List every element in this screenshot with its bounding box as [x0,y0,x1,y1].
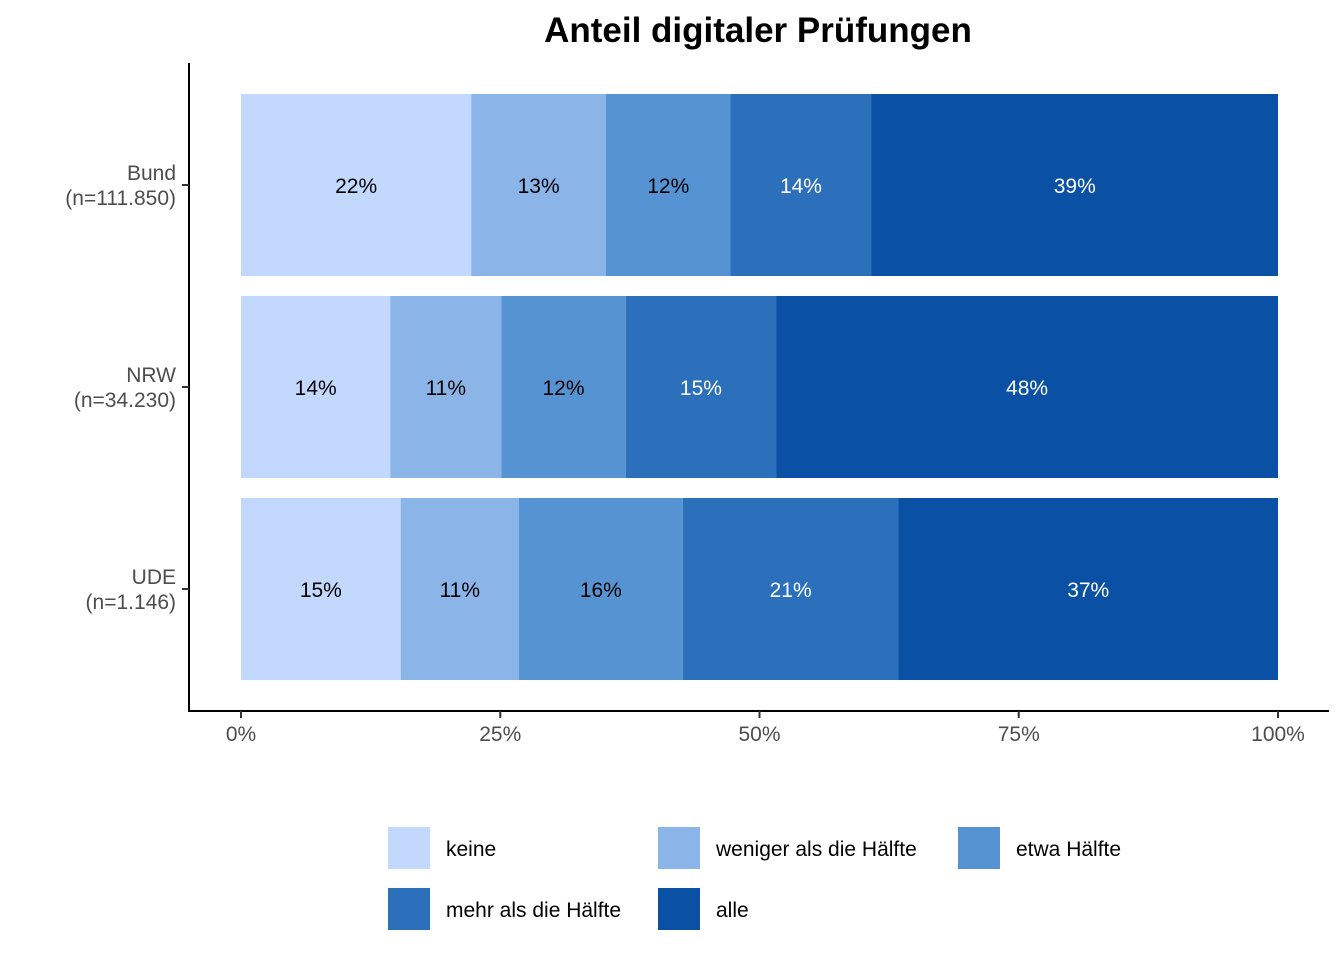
y-tick-label-bund: Bund (n=111.850) [65,162,176,210]
x-tick-label-0: 0% [226,723,256,746]
bar-nrw-keine [241,296,391,478]
data-label-ude-alle: 37% [1067,579,1109,602]
legend-label-etwa-haelfte: etwa Hälfte [1016,838,1121,861]
bar-bund-mehr-als-die-haelfte [730,94,872,276]
x-tick-label-25: 25% [479,723,521,746]
bars-layer [241,94,1278,680]
bar-nrw-weniger-als-die-haelfte [390,296,502,478]
bar-nrw-mehr-als-die-haelfte [625,296,777,478]
legend-item-etwa-haelfte: etwa Hälfte [958,827,1121,869]
y-axis-ticks: Bund (n=111.850) NRW (n=34.230) UDE (n=1.146) [65,162,189,614]
bar-ude-alle [898,498,1278,680]
data-label-bund-alle: 39% [1054,175,1096,198]
chart-title: Anteil digitaler Prüfungen [544,11,972,50]
legend-item-keine: keine [388,827,496,869]
bar-ude-keine [241,498,401,680]
legend-label-mehr-als-die-haelfte: mehr als die Hälfte [446,899,621,922]
data-label-bund-mehr-als-die-haelfte: 14% [780,175,822,198]
bar-ude-mehr-als-die-haelfte [682,498,899,680]
data-label-bund-weniger-als-die-haelfte: 13% [518,175,560,198]
data-label-nrw-alle: 48% [1006,377,1048,400]
bar-bund-weniger-als-die-haelfte [471,94,607,276]
data-label-ude-weniger-als-die-haelfte: 11% [440,579,480,602]
legend-key-alle [658,888,700,930]
data-label-ude-keine: 15% [300,579,342,602]
x-tick-label-75: 75% [998,723,1040,746]
legend-key-etwa-haelfte [958,827,1000,869]
legend-key-mehr-als-die-haelfte [388,888,430,930]
data-label-ude-mehr-als-die-haelfte: 21% [770,579,812,602]
bar-nrw-alle [776,296,1278,478]
y-tick-label-nrw: NRW (n=34.230) [74,364,176,412]
data-label-bund-etwa-haelfte: 12% [647,175,689,198]
legend-label-weniger-als-die-haelfte: weniger als die Hälfte [715,838,917,861]
legend-item-mehr-als-die-haelfte: mehr als die Hälfte [388,888,621,930]
bar-bund-alle [871,94,1278,276]
legend-item-weniger-als-die-haelfte: weniger als die Hälfte [658,827,917,869]
data-label-ude-etwa-haelfte: 16% [580,579,622,602]
legend-key-weniger-als-die-haelfte [658,827,700,869]
x-axis-ticks: 0% 25% 50% 75% 100% [226,711,1305,746]
bar-ude-weniger-als-die-haelfte [400,498,519,680]
data-label-nrw-weniger-als-die-haelfte: 11% [426,377,466,400]
bar-ude-etwa-haelfte [518,498,683,680]
bar-nrw-etwa-haelfte [501,296,626,478]
legend-label-alle: alle [716,899,749,922]
x-tick-label-50: 50% [738,723,780,746]
legend: keine weniger als die Hälfte etwa Hälfte me… [388,827,1121,930]
legend-key-keine [388,827,430,869]
data-label-nrw-etwa-haelfte: 12% [542,377,584,400]
legend-label-keine: keine [446,838,496,861]
data-label-nrw-mehr-als-die-haelfte: 15% [680,377,722,400]
data-label-bund-keine: 22% [335,175,377,198]
bar-bund-etwa-haelfte [606,94,731,276]
bar-bund-keine [241,94,472,276]
data-label-nrw-keine: 14% [295,377,337,400]
legend-item-alle: alle [658,888,749,930]
y-tick-label-ude: UDE (n=1.146) [86,566,176,614]
data-labels-layer: 22% 13% 12% 14% 39% 14% 11% 12% 15% 48% 15% 11% 16% 2… [295,175,1110,602]
x-tick-label-100: 100% [1251,723,1305,746]
